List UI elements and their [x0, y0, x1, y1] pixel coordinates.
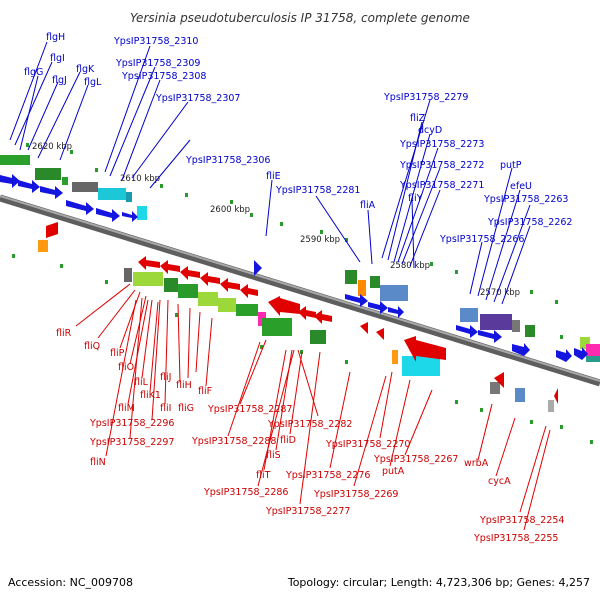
gene-label[interactable]: YpsIP31758_2287: [207, 404, 292, 415]
gene-label[interactable]: fliH: [176, 380, 192, 391]
gene-label[interactable]: fliT: [256, 470, 271, 481]
gene-label[interactable]: wrbA: [464, 458, 489, 469]
gene-label[interactable]: flgG: [24, 67, 43, 78]
gene-label[interactable]: YpsIP31758_2286: [203, 487, 288, 498]
gene-label[interactable]: fliP: [110, 348, 125, 359]
forward-arrows: [0, 174, 588, 362]
gene-label[interactable]: YpsIP31758_2271: [399, 180, 484, 191]
gene-label[interactable]: flgL: [84, 77, 102, 88]
gene-label[interactable]: cycA: [488, 476, 511, 487]
gene-label[interactable]: YpsIP31758_2255: [473, 533, 558, 544]
gene-label[interactable]: YpsIP31758_2281: [275, 185, 360, 196]
gene-label[interactable]: YpsIP31758_2297: [89, 437, 174, 448]
gene-label[interactable]: fliG: [178, 403, 194, 414]
gene-label[interactable]: putP: [500, 160, 522, 171]
gene-label[interactable]: fliY: [408, 193, 423, 204]
gene-label[interactable]: fliF: [198, 386, 212, 397]
gene-label[interactable]: fliL: [134, 377, 149, 388]
gene-label[interactable]: YpsIP31758_2266: [439, 234, 524, 245]
gene-label[interactable]: flgJ: [52, 75, 67, 86]
gene-label[interactable]: YpsIP31758_2306: [185, 155, 270, 166]
tick-label: 2570 kbp: [480, 288, 520, 298]
gene-label[interactable]: efeU: [510, 181, 532, 192]
gene-label[interactable]: fliN: [90, 457, 106, 468]
gene-label[interactable]: flgK: [76, 64, 95, 75]
gene-label[interactable]: YpsIP31758_2270: [325, 439, 410, 450]
gene-label[interactable]: putA: [382, 466, 405, 477]
genome-summary-text: Topology: circular; Length: 4,723,306 bp…: [287, 576, 590, 589]
forward-leaders: [9, 41, 531, 305]
map-title: Yersinia pseudotuberculosis IP 31758, co…: [130, 11, 470, 25]
reverse-arrows: [138, 256, 558, 404]
tick-label: 2620 kbp: [32, 142, 72, 152]
genome-backbone: [0, 194, 600, 387]
gene-label[interactable]: fliZ: [410, 113, 426, 124]
gene-label[interactable]: YpsIP31758_2276: [285, 470, 370, 481]
gene-label[interactable]: YpsIP31758_2308: [121, 71, 206, 82]
gene-label[interactable]: fliK1: [140, 390, 161, 401]
forward-features: [0, 155, 600, 362]
gene-label[interactable]: fliJ: [160, 372, 171, 383]
tick-label: 2600 kbp: [210, 205, 250, 215]
gene-label[interactable]: fliI: [160, 403, 171, 414]
gene-label[interactable]: YpsIP31758_2296: [89, 418, 174, 429]
gene-label[interactable]: YpsIP31758_2309: [115, 58, 200, 69]
gene-label[interactable]: fliS: [266, 450, 281, 461]
gene-label[interactable]: YpsIP31758_2262: [487, 217, 572, 228]
reverse-labels: fliR fliQ fliP fliO fliL fliK1 fliM fliJ…: [56, 328, 564, 544]
gene-label[interactable]: YpsIP31758_2263: [483, 194, 568, 205]
reverse-features: [38, 222, 554, 412]
gene-label[interactable]: fliO: [118, 362, 134, 373]
gene-label[interactable]: fliA: [360, 200, 376, 211]
gene-label[interactable]: YpsIP31758_2269: [313, 489, 398, 500]
gene-label[interactable]: YpsIP31758_2310: [113, 36, 198, 47]
gene-label[interactable]: YpsIP31758_2282: [267, 419, 352, 430]
gene-label[interactable]: YpsIP31758_2288: [191, 436, 276, 447]
gene-label[interactable]: YpsIP31758_2273: [399, 139, 484, 150]
gene-label[interactable]: YpsIP31758_2279: [383, 92, 468, 103]
tick-label: 2590 kbp: [300, 235, 340, 245]
gene-label[interactable]: fliE: [266, 171, 281, 182]
gene-label[interactable]: fliM: [118, 403, 135, 414]
gene-label[interactable]: flgI: [50, 53, 65, 64]
gene-label[interactable]: fliR: [56, 328, 72, 339]
reverse-leaders: [75, 283, 551, 531]
gene-label[interactable]: flgH: [46, 32, 65, 43]
gene-label[interactable]: YpsIP31758_2254: [479, 515, 564, 526]
gene-label[interactable]: YpsIP31758_2267: [373, 454, 458, 465]
tick-label: 2610 kbp: [120, 174, 160, 184]
accession-text: Accession: NC_009708: [8, 576, 133, 589]
gene-label[interactable]: dcyD: [418, 125, 442, 136]
gene-label[interactable]: YpsIP31758_2307: [155, 93, 240, 104]
forward-labels: flgH flgI flgG flgJ flgK flgL YpsIP31758…: [24, 32, 572, 245]
tick-dots: [12, 143, 593, 444]
gene-label[interactable]: YpsIP31758_2277: [265, 506, 350, 517]
gene-label[interactable]: fliD: [280, 435, 296, 446]
gene-label[interactable]: YpsIP31758_2272: [399, 160, 484, 171]
gene-label[interactable]: fliQ: [84, 341, 100, 352]
